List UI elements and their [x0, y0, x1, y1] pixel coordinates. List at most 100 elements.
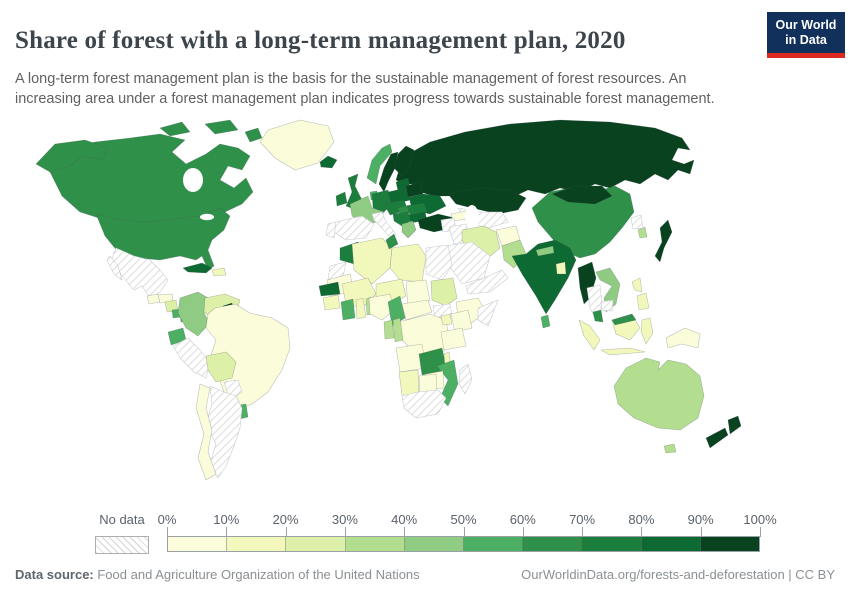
country-malaysia-borneo[interactable]	[611, 313, 637, 326]
country-portugal[interactable]	[325, 221, 337, 239]
chart-subtitle: A long-term forest management plan is th…	[15, 70, 715, 108]
country-tasmania[interactable]	[663, 443, 677, 454]
legend-bar[interactable]	[167, 536, 760, 552]
legend-bin[interactable]	[345, 537, 405, 551]
legend-bin[interactable]	[523, 537, 583, 551]
country-peru[interactable]	[172, 337, 211, 379]
country-bolivia[interactable]	[205, 351, 237, 383]
legend-bin[interactable]	[641, 537, 701, 551]
country-congo[interactable]	[392, 317, 404, 343]
country-yemen-oman[interactable]	[465, 269, 509, 295]
country-canada-arctic-3[interactable]	[244, 127, 263, 143]
country-canada-arctic-2[interactable]	[204, 119, 239, 135]
country-ireland[interactable]	[335, 191, 348, 207]
country-greenland[interactable]	[259, 119, 335, 171]
legend-tick-label: 40%	[391, 512, 418, 527]
legend-bin[interactable]	[700, 537, 760, 551]
legend-tick-mark	[463, 527, 465, 537]
country-dominican-republic[interactable]	[211, 267, 227, 277]
country-nigeria[interactable]	[368, 293, 395, 321]
country-algeria[interactable]	[351, 237, 393, 285]
country-bangladesh[interactable]	[555, 261, 567, 275]
country-chile[interactable]	[195, 383, 217, 481]
country-guinea[interactable]	[322, 294, 341, 311]
legend-tick-mark	[344, 527, 346, 537]
legend-tick-mark	[167, 527, 168, 537]
choropleth-svg	[35, 119, 742, 481]
country-iceland[interactable]	[319, 155, 338, 169]
legend-ticks: 0% 10% 20% 30% 40% 50% 60% 70% 80% 90% 100%	[158, 512, 777, 537]
country-libya[interactable]	[389, 243, 427, 283]
country-norway[interactable]	[366, 143, 393, 185]
owid-logo[interactable]: Our World in Data	[767, 12, 845, 58]
country-senegal[interactable]	[318, 281, 341, 297]
country-indonesia-sulawesi[interactable]	[640, 317, 654, 345]
country-kenya[interactable]	[450, 309, 473, 333]
country-australia[interactable]	[613, 357, 705, 431]
country-new-zealand-south[interactable]	[705, 427, 729, 449]
data-source-label: Data source:	[15, 567, 94, 582]
country-laos-vietnam[interactable]	[595, 267, 621, 313]
country-central-african-republic[interactable]	[401, 299, 433, 321]
legend-bin[interactable]	[168, 537, 228, 551]
owid-logo-line2: in Data	[785, 32, 827, 47]
caspian-sea	[465, 205, 479, 231]
legend-tick-label: 10%	[213, 512, 240, 527]
country-madagascar[interactable]	[458, 363, 473, 395]
country-philippines-2[interactable]	[636, 292, 650, 311]
legend-bin[interactable]	[404, 537, 465, 551]
country-north-korea[interactable]	[630, 214, 644, 230]
country-new-guinea[interactable]	[665, 327, 701, 349]
legend-bin[interactable]	[464, 537, 524, 551]
country-south-africa[interactable]	[401, 389, 447, 419]
country-sri-lanka[interactable]	[540, 314, 551, 329]
legend-bin[interactable]	[582, 537, 642, 551]
country-nepal[interactable]	[535, 245, 555, 257]
country-indonesia-sumatra[interactable]	[578, 319, 601, 351]
legend-tick-label: 60%	[509, 512, 536, 527]
country-uganda[interactable]	[440, 313, 453, 326]
great-lakes	[200, 213, 214, 221]
country-egypt[interactable]	[425, 244, 453, 281]
hudson-bay	[183, 168, 203, 192]
legend-tick-mark	[285, 527, 287, 537]
country-alaska[interactable]	[35, 139, 109, 173]
country-cuba[interactable]	[182, 262, 213, 274]
country-ghana[interactable]	[355, 297, 367, 320]
country-sudan[interactable]	[430, 277, 458, 307]
country-cote-divoire[interactable]	[340, 298, 356, 321]
country-somalia[interactable]	[477, 299, 499, 327]
legend-tick-label: 90%	[687, 512, 714, 527]
country-tanzania[interactable]	[440, 327, 467, 351]
legend-bin[interactable]	[227, 537, 287, 551]
country-cameroon[interactable]	[387, 295, 406, 327]
page-title: Share of forest with a long-term managem…	[15, 26, 626, 54]
legend-no-data: No data	[95, 512, 149, 554]
country-malaysia-peninsula[interactable]	[592, 309, 604, 323]
country-gabon[interactable]	[383, 319, 395, 340]
country-mexico-baja[interactable]	[106, 255, 123, 281]
country-greece[interactable]	[401, 220, 417, 239]
country-kazakhstan[interactable]	[447, 187, 527, 215]
country-finland[interactable]	[393, 145, 415, 177]
legend-color-scale: 0% 10% 20% 30% 40% 50% 60% 70% 80% 90% 100%	[158, 512, 777, 554]
country-romania[interactable]	[406, 202, 428, 216]
country-mongolia[interactable]	[551, 185, 613, 205]
legend-no-data-swatch[interactable]	[95, 536, 149, 554]
country-canada-arctic-1[interactable]	[159, 121, 191, 137]
country-russia[interactable]	[395, 119, 695, 197]
country-cambodia[interactable]	[600, 299, 614, 312]
country-india[interactable]	[511, 239, 577, 315]
legend-tick-mark	[522, 527, 524, 537]
country-new-zealand-north[interactable]	[727, 415, 742, 435]
country-indonesia-java[interactable]	[600, 347, 646, 356]
country-japan[interactable]	[654, 219, 673, 263]
country-tunisia[interactable]	[385, 233, 399, 250]
country-philippines-1[interactable]	[631, 277, 643, 293]
credit-link[interactable]: OurWorldinData.org/forests-and-deforesta…	[521, 567, 835, 582]
legend-tick-label: 100%	[743, 512, 777, 527]
legend-bin[interactable]	[286, 537, 346, 551]
country-south-korea[interactable]	[637, 226, 648, 239]
legend-tick-mark	[582, 527, 584, 537]
